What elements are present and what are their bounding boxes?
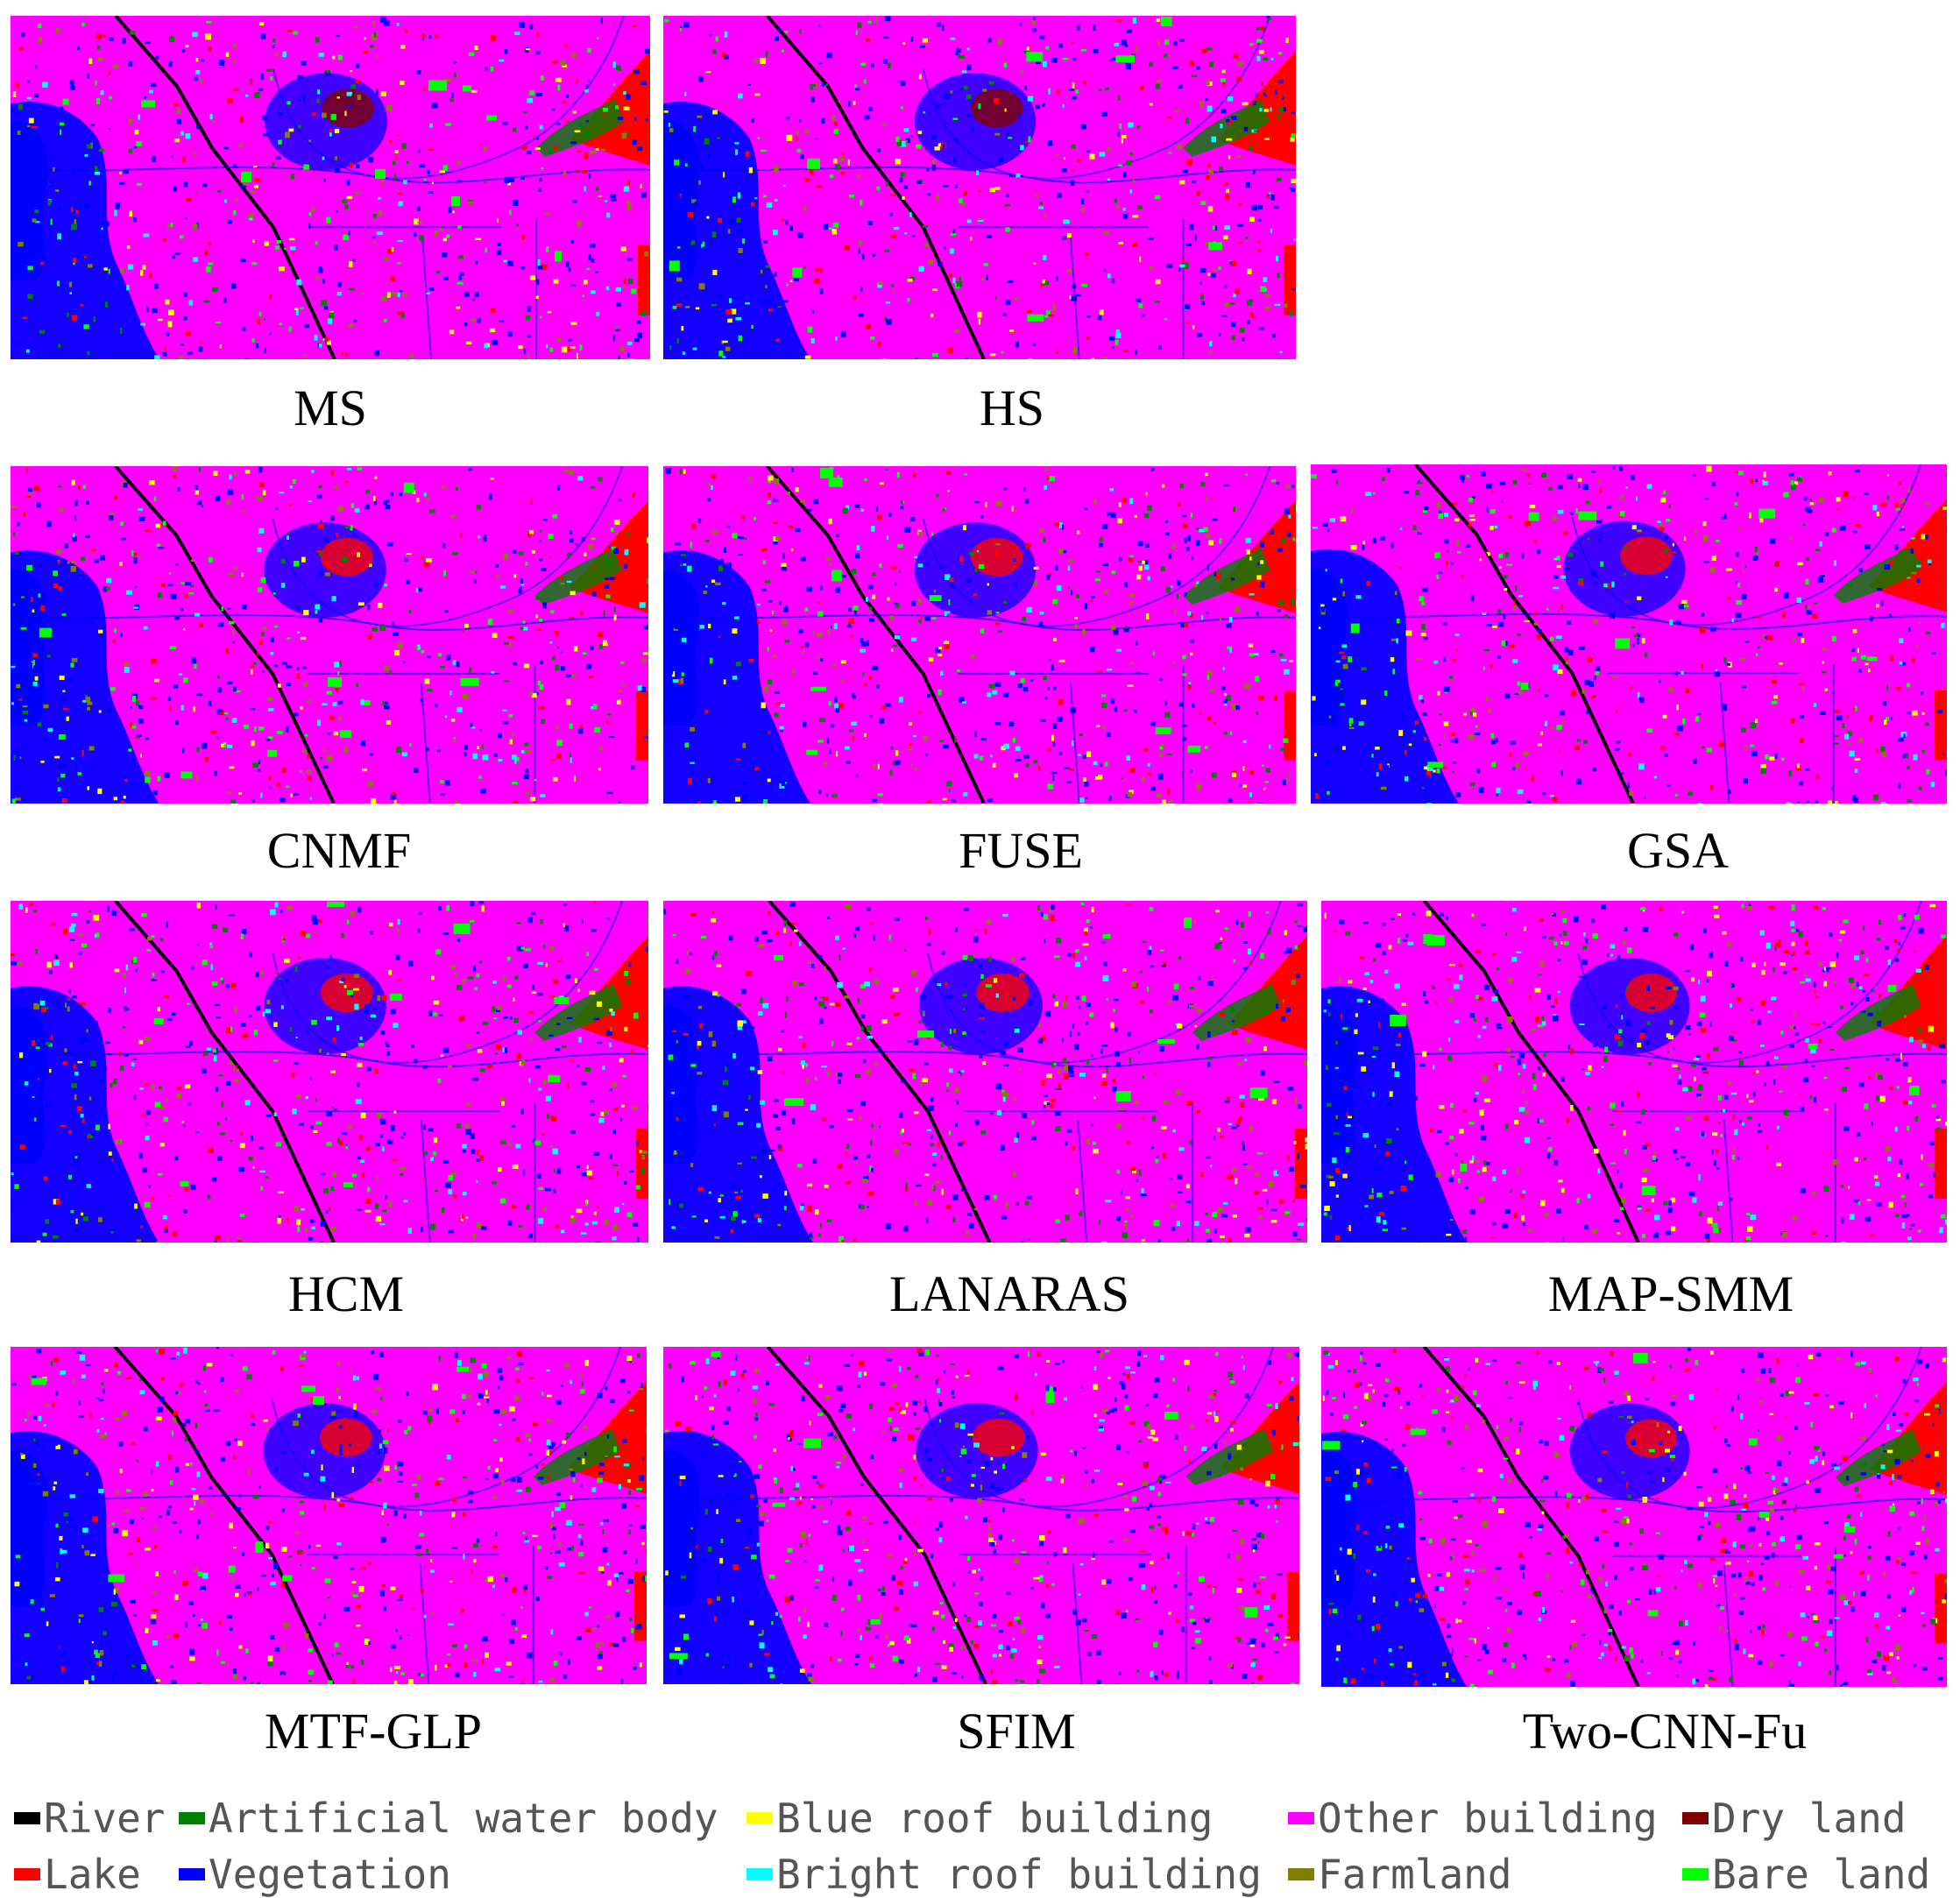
legend-item-river: River (14, 1798, 165, 1838)
legend-swatch (746, 1812, 773, 1824)
classification-map-hcm (11, 901, 648, 1243)
panel-caption: FUSE (889, 825, 1152, 876)
legend-item-farmland: Farmland (1288, 1854, 1512, 1894)
legend-swatch (14, 1812, 40, 1824)
panel-caption: GSA (1546, 825, 1809, 876)
classification-map-cnmf (11, 466, 648, 804)
legend-item-vegetation: Vegetation (179, 1854, 451, 1894)
map-canvas (1321, 1347, 1947, 1687)
legend-swatch (1682, 1868, 1709, 1880)
classification-map-sfim (663, 1347, 1299, 1684)
legend-label: Bare land (1712, 1854, 1930, 1894)
classification-map-fuse (663, 466, 1296, 804)
panel-caption: LANARAS (834, 1269, 1185, 1320)
panel-caption: MTF-GLP (198, 1706, 548, 1757)
classification-map-ms (11, 16, 650, 359)
legend-swatch (179, 1868, 205, 1880)
legend-swatch (1682, 1812, 1709, 1824)
panel-caption: HCM (215, 1269, 478, 1320)
map-canvas (11, 1347, 647, 1684)
classification-map-two-cnn-fu (1321, 1347, 1947, 1687)
panel-caption: MS (243, 383, 418, 434)
map-canvas (663, 466, 1296, 804)
panel-caption: HS (924, 383, 1100, 434)
classification-map-mtf-glp (11, 1347, 647, 1684)
map-canvas (11, 16, 650, 359)
map-canvas (663, 901, 1307, 1243)
legend-item-dry-land: Dry land (1682, 1798, 1907, 1838)
legend-swatch (14, 1868, 40, 1880)
legend-item-bare-land: Bare land (1682, 1854, 1930, 1894)
legend-item-bright-roof-building: Bright roof building (746, 1854, 1262, 1894)
legend-label: Other building (1318, 1798, 1658, 1838)
legend-label: Artificial water body (209, 1798, 718, 1838)
panel-caption: Two-CNN-Fu (1489, 1706, 1840, 1757)
legend-item-lake: Lake (14, 1854, 141, 1894)
classification-map-map-smm (1321, 901, 1947, 1243)
map-canvas (11, 901, 648, 1243)
map-canvas (663, 1347, 1299, 1684)
map-canvas (11, 466, 648, 804)
panel-caption: CNMF (208, 825, 471, 876)
map-canvas (1311, 464, 1947, 804)
panel-caption: MAP-SMM (1496, 1269, 1846, 1320)
classification-map-gsa (1311, 464, 1947, 804)
legend-label: Farmland (1318, 1854, 1512, 1894)
legend-label: River (44, 1798, 165, 1838)
legend-label: Bright roof building (776, 1854, 1262, 1894)
legend-swatch (1288, 1812, 1314, 1824)
legend-label: Lake (44, 1854, 141, 1894)
legend-swatch (179, 1812, 205, 1824)
legend-label: Blue roof building (776, 1798, 1214, 1838)
legend-label: Dry land (1712, 1798, 1907, 1838)
legend-swatch (746, 1868, 773, 1880)
classification-map-hs (663, 16, 1296, 359)
legend-item-other-building: Other building (1288, 1798, 1658, 1838)
map-canvas (1321, 901, 1947, 1243)
legend-label: Vegetation (209, 1854, 451, 1894)
panel-caption: SFIM (841, 1706, 1192, 1757)
legend-swatch (1288, 1868, 1314, 1880)
classification-map-lanaras (663, 901, 1307, 1243)
legend-item-artificial-water-body: Artificial water body (179, 1798, 718, 1838)
legend-item-blue-roof-building: Blue roof building (746, 1798, 1214, 1838)
map-canvas (663, 16, 1296, 359)
